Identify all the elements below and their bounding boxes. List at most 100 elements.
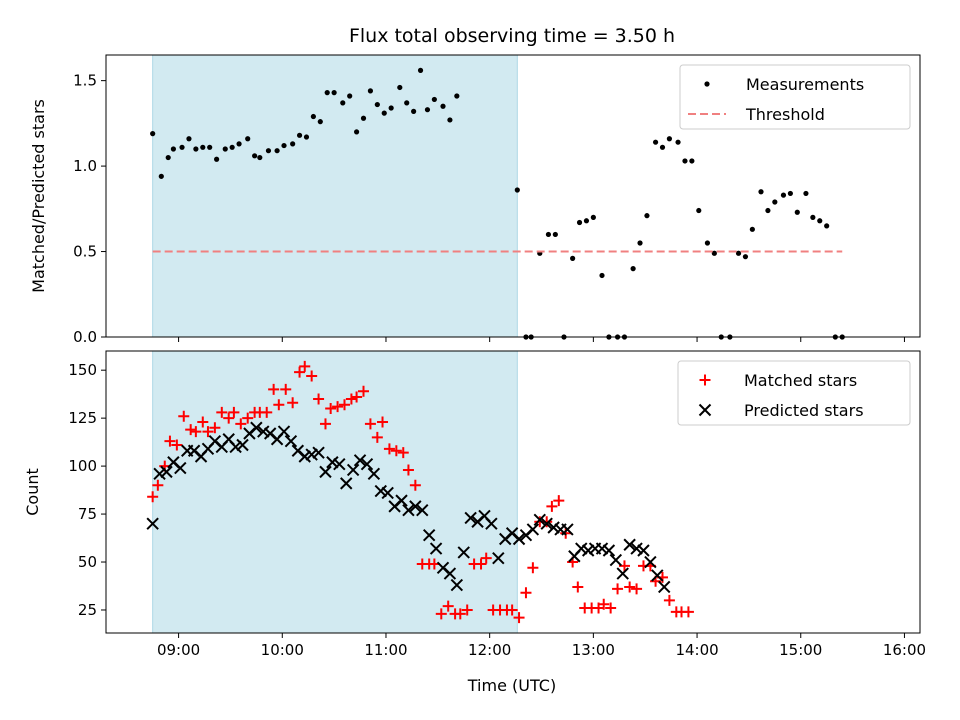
bottom-panel-frame <box>105 350 921 634</box>
predicted-stars-point <box>333 457 346 471</box>
measurements-point <box>787 190 793 197</box>
y-tick-label: 50 <box>78 553 97 571</box>
measurements-point <box>404 100 410 106</box>
measurements-point <box>772 199 778 205</box>
shaded-observing-interval <box>152 351 518 633</box>
predicted-stars-point <box>485 517 498 530</box>
measurements-point <box>179 144 185 150</box>
measurements-point <box>735 250 742 256</box>
x-tick-label: 11:00 <box>364 641 407 659</box>
matched-stars-point <box>216 406 228 418</box>
matched-stars-point <box>223 412 235 424</box>
predicted-stars-point <box>443 567 457 580</box>
matched-stars-point <box>663 594 675 606</box>
x-tick-label: 12:00 <box>468 641 511 659</box>
matched-stars-point <box>299 360 311 372</box>
matched-stars-point <box>506 604 518 616</box>
measurements-point <box>682 158 688 164</box>
matched-stars-point <box>351 391 363 403</box>
x-axis-label: Time (UTC) <box>467 676 556 695</box>
matched-stars-point <box>164 435 176 447</box>
matched-stars-point <box>371 431 383 443</box>
top-panel-data-layer <box>150 67 845 340</box>
shaded-observing-interval <box>152 55 518 337</box>
legend-label: Predicted stars <box>744 401 864 420</box>
measurements-point <box>193 146 199 152</box>
measurements-point <box>689 158 695 164</box>
measurements-point <box>803 190 809 197</box>
legend-predicted-stars-swatch <box>698 403 712 417</box>
predicted-stars-point <box>326 456 339 469</box>
matched-stars-point <box>520 587 532 599</box>
measurements-point <box>637 240 643 246</box>
matched-stars-point <box>147 491 159 503</box>
measurements-point <box>644 213 650 219</box>
predicted-stars-point <box>146 517 159 530</box>
y-tick-label: 25 <box>78 601 97 619</box>
bottom-panel-ticks-layer: 09:00 10:00 11:00 12:00 13:00 14:00 15:00 16:00… <box>68 361 926 659</box>
y-tick-label: 0.0 <box>73 328 97 346</box>
predicted-stars-point <box>319 465 332 479</box>
matched-stars-point <box>553 495 565 507</box>
matched-stars-point <box>235 418 247 430</box>
measurements-point <box>303 134 310 140</box>
predicted-stars-point <box>360 457 374 471</box>
predicted-stars-point <box>229 440 242 454</box>
y-tick-label: 0.5 <box>73 243 97 261</box>
measurements-point <box>765 207 771 214</box>
legend-box <box>679 64 911 130</box>
matched-stars-point <box>409 479 421 491</box>
measurements-point <box>388 105 394 111</box>
predicted-stars-point <box>340 477 353 490</box>
predicted-stars-point <box>602 544 616 557</box>
measurements-point <box>545 231 552 238</box>
matched-stars-point <box>390 445 402 457</box>
bottom-panel: 09:00 10:00 11:00 12:00 13:00 14:00 15:00 16:00… <box>23 350 926 659</box>
matched-stars-point <box>402 464 414 476</box>
predicted-stars-point <box>284 434 298 448</box>
matched-stars-point <box>480 552 492 564</box>
measurements-point <box>411 108 417 114</box>
matched-stars-point <box>631 583 643 595</box>
predicted-stars-point <box>312 446 325 459</box>
measurements-point <box>150 131 156 137</box>
matched-stars-point <box>605 602 617 614</box>
chart-title: Flux total observing time = 3.50 h <box>349 25 675 47</box>
matched-stars-point <box>306 370 318 382</box>
matched-stars-point <box>202 426 214 438</box>
predicted-stars-point <box>533 513 546 527</box>
measurements-point <box>158 173 164 179</box>
legend-matched-stars-swatch <box>699 374 711 386</box>
measurements-point <box>165 154 171 161</box>
measurements-point <box>229 144 235 150</box>
measurements-point <box>274 148 280 154</box>
matched-stars-point <box>358 385 370 397</box>
matched-stars-point <box>527 562 539 574</box>
matched-stars-point <box>345 393 357 405</box>
measurements-point <box>447 117 453 123</box>
measurements-point <box>794 209 800 215</box>
predicted-stars-point <box>353 454 367 467</box>
matched-stars-point <box>435 608 447 620</box>
y-tick-label: 125 <box>68 409 97 427</box>
matched-stars-point <box>261 406 273 418</box>
predicted-stars-point <box>637 544 650 557</box>
measurements-point <box>599 272 605 279</box>
measurements-point <box>310 113 316 120</box>
measurements-point <box>824 223 830 229</box>
measurements-point <box>317 119 323 125</box>
matched-stars-point <box>598 598 610 610</box>
matched-stars-point <box>461 604 473 616</box>
matched-stars-point <box>624 581 636 593</box>
matched-stars-point <box>319 418 331 430</box>
measurements-point <box>200 144 206 150</box>
matched-stars-point <box>397 447 409 459</box>
measurements-point <box>576 219 583 226</box>
y-tick-label: 150 <box>68 361 97 379</box>
legend-label: Threshold <box>745 105 825 124</box>
matched-stars-point <box>364 418 376 430</box>
measurements-point <box>236 141 242 147</box>
matched-stars-point <box>332 401 344 413</box>
matched-stars-point <box>513 612 525 624</box>
